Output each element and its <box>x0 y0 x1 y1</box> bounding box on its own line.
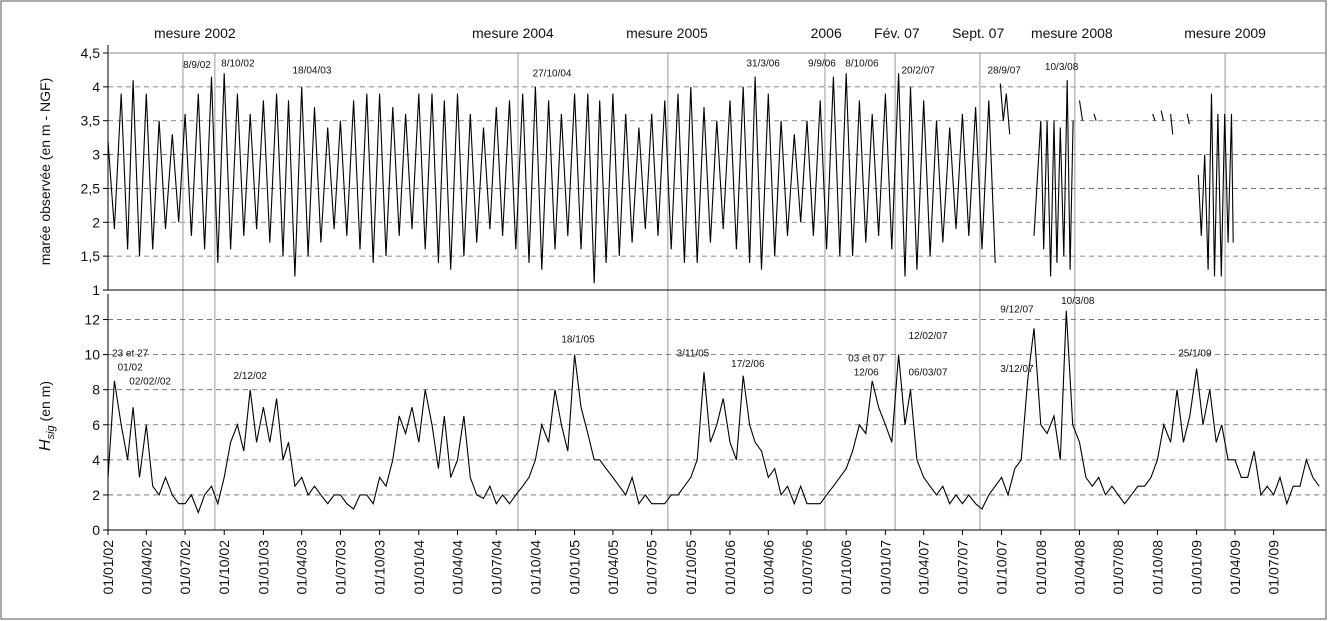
y-tick-label: 4,5 <box>81 45 101 61</box>
x-tick-label: 01/01/06 <box>722 540 738 595</box>
x-tick-label: 01/01/02 <box>100 540 116 595</box>
x-tick-label: 01/04/08 <box>1072 540 1088 595</box>
y-label-main: H <box>37 439 54 451</box>
x-tick-label: 01/07/03 <box>332 540 348 595</box>
y-axis-label: marée observée (en m - NGF) <box>37 78 53 266</box>
y-tick-label: 4 <box>92 452 100 468</box>
x-tick-label: 01/01/08 <box>1033 540 1049 595</box>
x-tick-label: 01/04/06 <box>760 540 776 595</box>
y-axis-label: Hsig (en m) <box>37 381 57 451</box>
x-tick-label: 01/10/04 <box>527 540 543 595</box>
annotation: 12/06 <box>854 368 879 379</box>
y-tick-label: 0 <box>92 522 100 538</box>
annotation: 23 et 27 <box>112 348 149 359</box>
x-tick-label: 01/07/06 <box>799 540 815 595</box>
x-tick-label: 01/04/02 <box>138 540 154 595</box>
x-tick-label: 01/10/06 <box>838 540 854 595</box>
x-tick-label: 01/10/07 <box>994 540 1010 595</box>
campaign-label: mesure 2009 <box>1184 25 1266 41</box>
x-tick-label: 01/07/04 <box>488 540 504 595</box>
annotation: 17/2/06 <box>731 359 765 370</box>
campaign-label: 2006 <box>811 25 842 41</box>
annotation: 2/12/02 <box>234 371 268 382</box>
campaign-label: mesure 2002 <box>154 25 236 41</box>
data-line <box>107 73 1234 284</box>
y-tick-label: 10 <box>84 347 100 363</box>
annotation: 12/02/07 <box>908 331 947 342</box>
annotation: 01/02 <box>118 362 143 373</box>
y-tick-label: 8 <box>92 382 100 398</box>
annotation: 8/10/02 <box>221 59 255 70</box>
y-tick-label: 3 <box>92 147 100 163</box>
y-tick-label: 3,5 <box>81 113 101 129</box>
x-tick-label: 01/10/05 <box>683 540 699 595</box>
x-tick-label: 01/04/04 <box>450 540 466 595</box>
x-tick-label: 01/04/03 <box>294 540 310 595</box>
x-tick-label: 01/10/08 <box>1149 540 1165 595</box>
y-label-rest: (en m) <box>37 381 53 425</box>
x-tick-label: 01/07/05 <box>644 540 660 595</box>
y-tick-label: 1 <box>92 282 100 298</box>
x-tick-label: 01/07/09 <box>1266 540 1282 595</box>
annotation: 27/10/04 <box>533 69 572 80</box>
annotation: 10/3/08 <box>1045 62 1079 73</box>
annotation: 9/9/06 <box>808 59 836 70</box>
annotation: 28/9/07 <box>987 65 1021 76</box>
y-tick-label: 2,5 <box>81 180 101 196</box>
y-tick-label: 6 <box>92 417 100 433</box>
annotation: 8/10/06 <box>845 59 879 70</box>
annotation: 25/1/09 <box>1178 348 1212 359</box>
annotation: 9/12/07 <box>1000 305 1034 316</box>
campaign-label: mesure 2008 <box>1031 25 1113 41</box>
x-tick-label: 01/01/05 <box>567 540 583 595</box>
annotation: 10/3/08 <box>1061 296 1095 307</box>
x-tick-label: 01/01/04 <box>411 540 427 595</box>
y-tick-label: 4 <box>92 79 100 95</box>
annotation: 20/2/07 <box>901 65 935 76</box>
data-line <box>107 310 1320 515</box>
x-tick-label: 01/01/07 <box>877 540 893 595</box>
y-tick-label: 2 <box>92 487 100 503</box>
campaign-label: mesure 2004 <box>472 25 554 41</box>
annotation: 3/11/05 <box>677 348 710 359</box>
annotation: 8/9/02 <box>183 60 211 71</box>
campaign-label: mesure 2005 <box>626 25 708 41</box>
annotation: 18/1/05 <box>561 334 595 345</box>
x-tick-label: 01/07/07 <box>954 540 970 595</box>
x-tick-label: 01/10/02 <box>216 540 232 595</box>
x-tick-label: 01/01/09 <box>1189 540 1205 595</box>
campaign-label: Fév. 07 <box>874 25 920 41</box>
campaign-label: Sept. 07 <box>952 25 1004 41</box>
x-tick-label: 01/04/05 <box>605 540 621 595</box>
y-tick-label: 1,5 <box>81 248 101 264</box>
x-tick-label: 01/07/08 <box>1110 540 1126 595</box>
annotation: 03 et 07 <box>848 354 885 365</box>
x-tick-label: 01/10/03 <box>372 540 388 595</box>
x-tick-label: 01/01/03 <box>255 540 271 595</box>
x-tick-label: 01/04/09 <box>1227 540 1243 595</box>
annotation: 18/04/03 <box>292 65 331 76</box>
annotation: 3/12/07 <box>1000 364 1034 375</box>
x-tick-label: 01/07/02 <box>177 540 193 595</box>
x-tick-label: 01/04/07 <box>916 540 932 595</box>
y-label-sub: sig <box>45 424 57 439</box>
annotation: 02/02//02 <box>129 376 171 387</box>
y-tick-label: 12 <box>84 312 100 328</box>
annotation: 31/3/06 <box>747 59 781 70</box>
annotation: 06/03/07 <box>908 368 947 379</box>
y-tick-label: 2 <box>92 214 100 230</box>
